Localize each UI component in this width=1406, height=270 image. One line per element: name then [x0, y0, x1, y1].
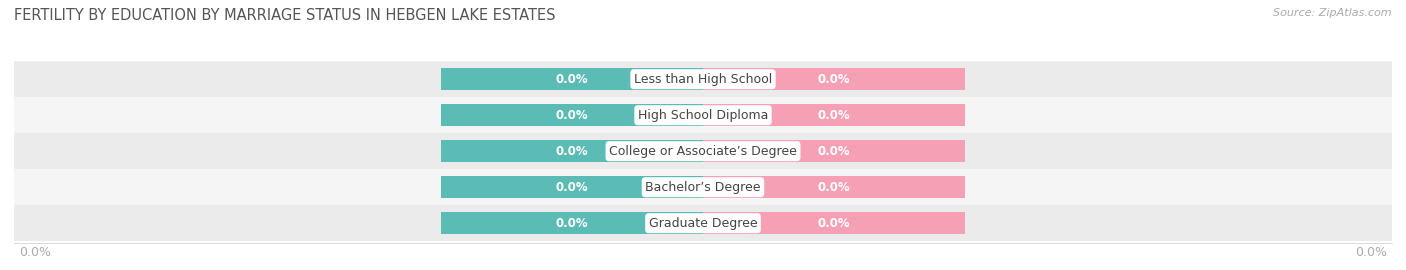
Bar	[703, 140, 965, 162]
Bar	[441, 176, 703, 198]
Bar	[14, 97, 1392, 133]
Bar	[703, 176, 965, 198]
Text: 0.0%: 0.0%	[555, 73, 589, 86]
Bar	[14, 169, 1392, 205]
Text: 0.0%: 0.0%	[817, 73, 851, 86]
Text: High School Diploma: High School Diploma	[638, 109, 768, 122]
Text: 0.0%: 0.0%	[555, 217, 589, 230]
Text: 0.0%: 0.0%	[555, 109, 589, 122]
Bar	[441, 140, 703, 162]
Bar	[703, 212, 965, 234]
Bar	[14, 61, 1392, 97]
Bar	[703, 68, 965, 90]
Text: 0.0%: 0.0%	[555, 145, 589, 158]
Text: 0.0%: 0.0%	[555, 181, 589, 194]
Text: Bachelor’s Degree: Bachelor’s Degree	[645, 181, 761, 194]
Bar	[14, 133, 1392, 169]
Text: 0.0%: 0.0%	[817, 217, 851, 230]
Text: Graduate Degree: Graduate Degree	[648, 217, 758, 230]
Text: 0.0%: 0.0%	[817, 181, 851, 194]
Bar	[441, 68, 703, 90]
Bar	[441, 104, 703, 126]
Bar	[441, 212, 703, 234]
Text: Less than High School: Less than High School	[634, 73, 772, 86]
Text: College or Associate’s Degree: College or Associate’s Degree	[609, 145, 797, 158]
Text: FERTILITY BY EDUCATION BY MARRIAGE STATUS IN HEBGEN LAKE ESTATES: FERTILITY BY EDUCATION BY MARRIAGE STATU…	[14, 8, 555, 23]
Text: Source: ZipAtlas.com: Source: ZipAtlas.com	[1274, 8, 1392, 18]
Text: 0.0%: 0.0%	[817, 109, 851, 122]
Bar	[703, 104, 965, 126]
Bar	[14, 205, 1392, 241]
Text: 0.0%: 0.0%	[817, 145, 851, 158]
